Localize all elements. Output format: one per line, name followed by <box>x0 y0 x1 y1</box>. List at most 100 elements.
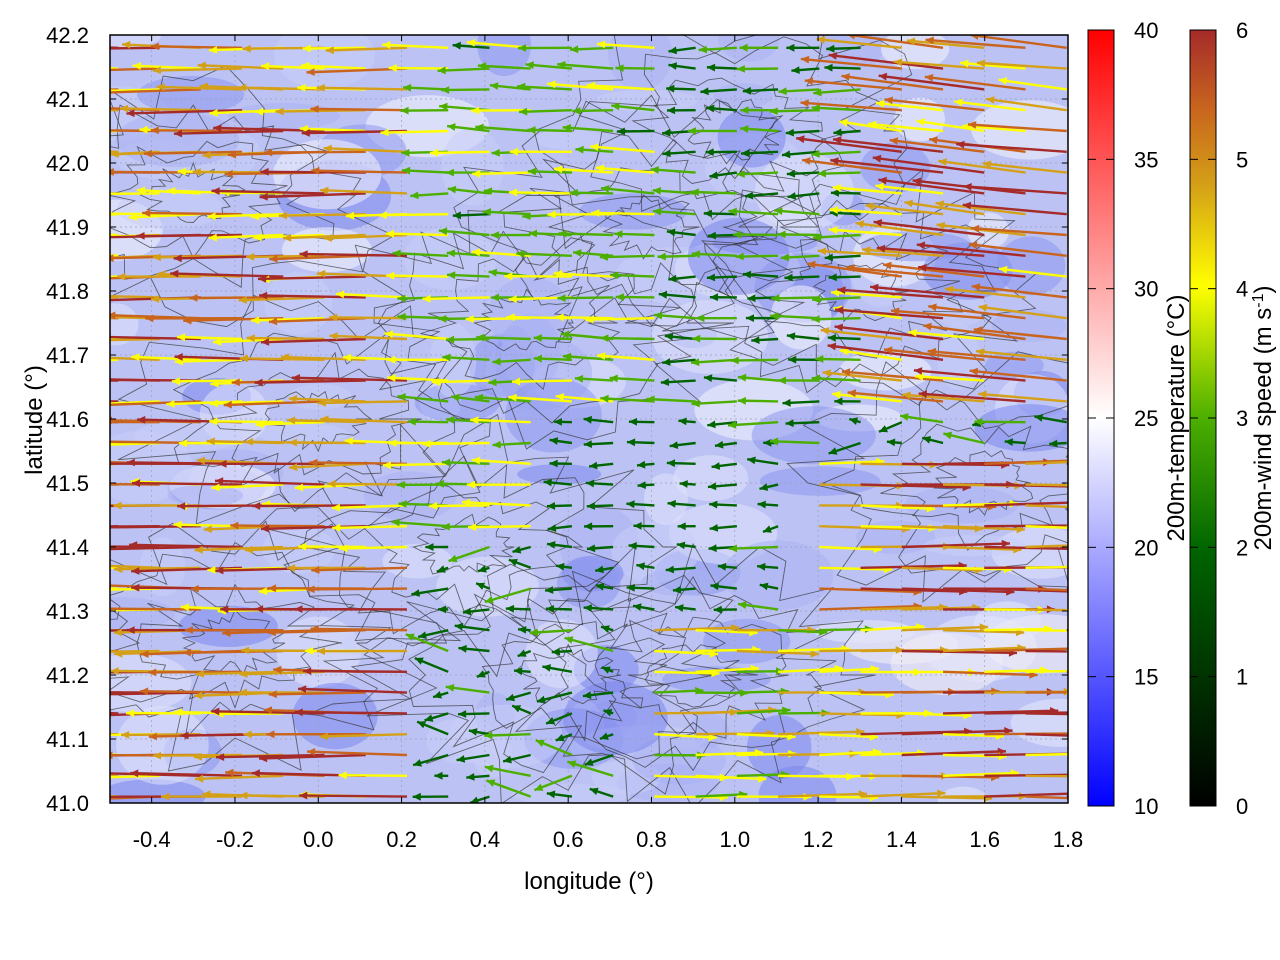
wind-vector-head <box>211 483 220 492</box>
wind-vector-head <box>586 502 595 510</box>
wind-vector <box>943 566 1013 571</box>
wind-vector-head <box>442 353 451 362</box>
wind-vector-head <box>936 221 946 230</box>
wind-vector-head <box>1128 648 1136 656</box>
wind-vector-head <box>691 399 700 408</box>
wind-vector <box>806 262 902 278</box>
wind-vector-head <box>16 730 24 738</box>
wind-vector-head <box>471 248 481 257</box>
wind-vector-head <box>202 790 211 799</box>
wind-vector-head <box>668 274 677 283</box>
wind-vector-head <box>924 73 934 82</box>
wind-vector <box>837 288 944 299</box>
wind-vector <box>110 607 201 611</box>
wind-vector <box>110 192 119 195</box>
wind-vector-head <box>691 250 700 258</box>
wind-vector-head <box>97 769 105 777</box>
wind-vector-head <box>662 358 671 366</box>
wind-vector <box>1025 712 1068 716</box>
contour-line <box>363 544 758 803</box>
wind-vector <box>984 668 1049 673</box>
wind-vector-head <box>514 667 523 676</box>
wind-vector-head <box>800 99 809 108</box>
temperature-patch <box>116 705 209 785</box>
wind-vector-head <box>829 206 839 214</box>
wind-vector-head <box>737 373 747 382</box>
wind-vector-head <box>1131 607 1139 615</box>
wind-vector-head <box>573 249 582 257</box>
wind-vector <box>260 64 325 70</box>
wind-vector-head <box>564 636 574 644</box>
wind-vector <box>595 166 655 174</box>
wind-vector <box>943 753 1007 758</box>
wind-vector <box>128 213 201 219</box>
wind-vector <box>562 126 614 133</box>
wind-vector-head <box>824 63 833 72</box>
wind-vector <box>811 150 861 156</box>
wind-vector-head <box>327 479 336 488</box>
wind-vector-head <box>506 313 515 322</box>
wind-vector-head <box>309 458 318 467</box>
wind-vector-head <box>273 665 282 674</box>
wind-vector-head <box>129 541 138 549</box>
wind-vector-head <box>220 605 229 614</box>
wind-label-end: ) <box>1250 286 1277 294</box>
wind-vector-head <box>595 582 605 591</box>
wind-vector-head <box>758 774 767 783</box>
wind-vector-head <box>88 333 96 341</box>
wind-vector-head <box>938 158 947 166</box>
wind-vector-head <box>862 246 871 254</box>
wind-vector <box>736 773 790 777</box>
temperature-patch <box>722 540 834 610</box>
wind-vector-head <box>206 437 215 446</box>
wind-vector <box>208 233 284 240</box>
contour-line <box>136 583 343 710</box>
wind-vector-head <box>744 191 754 200</box>
wind-vector <box>143 150 243 155</box>
wind-vector-head <box>18 313 26 321</box>
wind-vector <box>816 37 902 49</box>
wind-vector <box>736 708 791 715</box>
wind-vector-head <box>703 374 713 383</box>
wind-vector-head <box>294 483 304 492</box>
wind-vector-head <box>97 545 105 553</box>
wind-vector-head <box>837 286 846 295</box>
wind-vector-head <box>110 168 114 176</box>
wind-vector-head <box>817 169 826 178</box>
wind-vector <box>110 774 160 779</box>
wind-vector <box>1066 462 1068 466</box>
wind-vector <box>893 60 985 70</box>
wind-vector <box>865 204 944 216</box>
wind-vector-head <box>184 626 193 634</box>
wind-vector-head <box>778 87 787 96</box>
wind-vector-head <box>382 41 391 49</box>
wind-vector-head <box>546 502 556 510</box>
wind-vector <box>230 524 325 528</box>
wind-vector-head <box>533 334 542 342</box>
wind-vector <box>841 370 944 382</box>
wind-vector <box>558 232 614 237</box>
wind-vector-head <box>705 148 714 156</box>
wind-vector <box>901 566 983 572</box>
wind-vector-head <box>268 690 277 699</box>
wind-vector <box>429 150 490 155</box>
wind-vector-head <box>968 241 978 250</box>
wind-vector-head <box>771 294 780 303</box>
temperature-patch <box>651 300 769 374</box>
wind-vector-head <box>609 374 618 383</box>
wind-vector <box>901 729 1013 736</box>
wind-vector-head <box>736 65 745 73</box>
wind-vector-head <box>1154 727 1162 735</box>
wind-vector-head <box>392 249 401 258</box>
wind-vector-head <box>253 233 262 242</box>
temperature-patch <box>505 377 602 453</box>
wind-vector-head <box>385 229 394 238</box>
wind-vector-head <box>177 502 186 510</box>
wind-vector-head <box>446 249 456 258</box>
contour-line <box>602 194 700 260</box>
wind-vector-head <box>211 707 220 716</box>
wind-vector <box>727 421 779 427</box>
wind-vector <box>1066 795 1068 798</box>
wind-vector-head <box>329 313 338 322</box>
wind-vector-head <box>263 706 273 715</box>
